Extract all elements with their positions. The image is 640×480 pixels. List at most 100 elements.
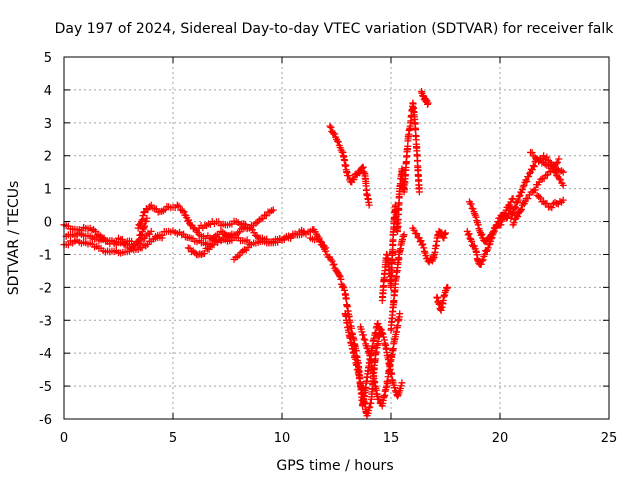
data-point-arc-18	[484, 244, 492, 252]
data-point-arc-6	[262, 212, 270, 220]
data-point-arc-19	[478, 230, 486, 238]
data-point-arc-11	[359, 331, 367, 339]
data-point-arc-21	[510, 219, 518, 227]
data-point-arc-22	[559, 168, 567, 176]
data-point-arc-12	[326, 122, 334, 130]
y-tick-label: -6	[39, 413, 52, 428]
x-tick-label: 20	[492, 431, 509, 446]
y-axis-label: SDTVAR / TECUs	[6, 181, 22, 296]
data-point-arc-23	[536, 194, 544, 202]
data-point-arc-20	[515, 193, 523, 201]
data-point-arc-19	[500, 211, 508, 219]
data-point-arc-4	[140, 208, 148, 216]
y-tick-label: 0	[44, 216, 52, 231]
data-point-arc-4	[159, 207, 167, 215]
data-point-arc-4	[178, 206, 186, 214]
data-point-arc-21	[517, 207, 525, 215]
plot-frame	[63, 56, 610, 420]
data-point-arc-12	[333, 137, 341, 145]
x-axis-ticks: 0 5 10 15 20 25	[60, 57, 617, 446]
data-point-arc-20	[523, 177, 531, 185]
data-point-arc-13	[412, 126, 420, 134]
data-point-arc-19	[498, 217, 506, 225]
data-point-arc-23	[548, 204, 556, 212]
data-point-arc-18	[478, 257, 486, 265]
data-point-arc-4	[173, 201, 181, 209]
data-point-arc-20	[509, 208, 517, 216]
data-point-arc-9	[334, 269, 342, 277]
data-point-arc-11	[364, 348, 372, 356]
data-point-arc-10	[380, 333, 388, 341]
data-point-arc-12	[331, 130, 339, 138]
data-point-arc-20	[530, 163, 538, 171]
data-point-arc-20	[525, 173, 533, 181]
data-point-arc-16	[420, 244, 428, 252]
data-point-arc-22	[543, 153, 551, 161]
data-point-arc-23	[543, 199, 551, 207]
y-tick-label: -5	[39, 380, 52, 395]
data-point-arc-19	[509, 195, 517, 203]
data-point-arc-19	[497, 221, 505, 229]
data-points	[60, 88, 567, 420]
data-point-arc-18	[465, 230, 473, 238]
data-point-arc-10	[394, 392, 402, 400]
data-point-arc-7	[215, 218, 223, 226]
data-point-arc-20	[511, 203, 519, 211]
data-point-arc-5	[158, 231, 166, 239]
data-point-arc-12	[327, 124, 335, 132]
data-point-arc-9	[316, 237, 324, 245]
data-point-arc-8	[239, 247, 247, 255]
data-point-arc-20	[526, 170, 534, 178]
data-point-arc-20	[519, 183, 527, 191]
y-tick-label: 5	[44, 51, 52, 66]
data-point-arc-10	[391, 384, 399, 392]
data-point-arc-20	[553, 171, 561, 179]
data-point-arc-21	[542, 171, 550, 179]
data-point-arc-18	[479, 256, 487, 264]
data-point-arc-6	[269, 206, 277, 214]
x-axis-label: GPS time / hours	[276, 458, 393, 474]
data-point-arc-23	[559, 196, 567, 204]
data-point-arc-6	[197, 250, 205, 258]
y-tick-label: 3	[44, 117, 52, 132]
y-tick-label: 4	[44, 84, 52, 99]
y-tick-label: 2	[44, 150, 52, 165]
data-point-arc-19	[474, 221, 482, 229]
data-point-arc-21	[531, 186, 539, 194]
y-tick-label: 1	[44, 183, 52, 198]
data-point-arc-9	[337, 275, 345, 283]
data-point-arc-11	[375, 395, 383, 403]
data-point-arc-12	[344, 172, 352, 180]
data-point-arc-9	[330, 260, 338, 268]
y-axis-ticks: -6 -5 -4 -3 -2 -1 0 1 2 3 4 5	[39, 51, 609, 428]
data-point-arc-9	[335, 272, 343, 280]
data-point-arc-3	[93, 233, 101, 241]
data-point-arc-18	[464, 231, 472, 239]
data-point-arc-22	[558, 167, 566, 175]
data-point-arc-23	[551, 198, 559, 206]
data-point-arc-6	[188, 248, 196, 256]
data-point-arc-14	[400, 231, 408, 239]
data-point-arc-7	[253, 232, 261, 240]
data-point-arc-4	[186, 221, 194, 229]
chart-title: Day 197 of 2024, Sidereal Day-to-day VTE…	[55, 21, 615, 37]
data-point-arc-16	[442, 229, 449, 237]
data-point-arc-1	[143, 214, 151, 222]
data-point-arc-21	[524, 195, 532, 203]
data-point-arc-9	[340, 286, 348, 294]
data-point-arc-19	[472, 213, 480, 221]
x-tick-label: 0	[60, 431, 68, 446]
data-point-arc-11	[361, 336, 369, 344]
data-point-arc-9	[315, 236, 323, 244]
data-point-arc-4	[136, 221, 144, 229]
data-point-arc-4	[138, 216, 146, 224]
data-point-arc-19	[501, 210, 509, 218]
data-point-arc-15	[424, 99, 432, 107]
data-point-arc-12	[365, 201, 373, 209]
data-point-arc-12	[350, 176, 358, 184]
data-point-arc-20	[529, 162, 537, 170]
data-point-arc-10	[397, 382, 405, 390]
data-point-arc-19	[506, 201, 514, 209]
data-point-arc-4	[139, 212, 147, 220]
